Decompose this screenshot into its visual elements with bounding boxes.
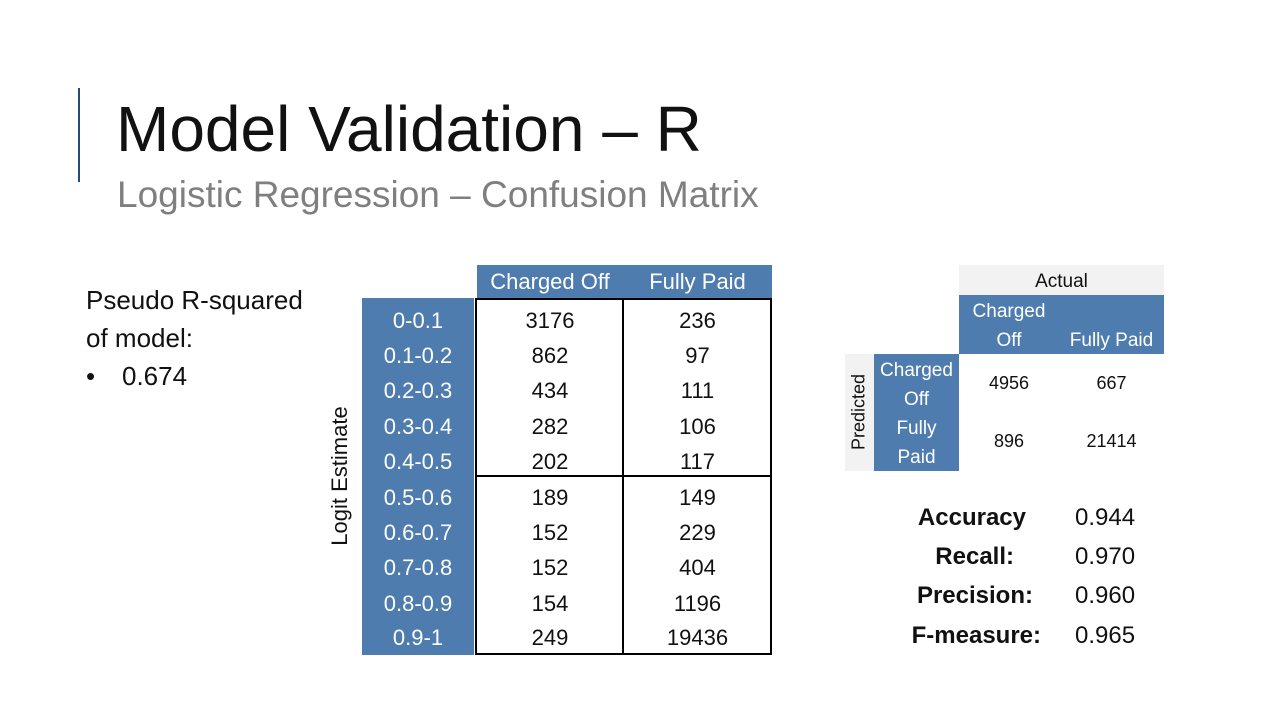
row-label: 0.3-0.4 bbox=[383, 414, 453, 439]
predicted-rows-background bbox=[874, 354, 959, 471]
metric-value-precision: 0.960 bbox=[1075, 582, 1136, 609]
cm-value-co-co: 4956 bbox=[988, 373, 1030, 393]
pseudo-r-value: 0.674 bbox=[122, 361, 188, 391]
cell-charged-off: 282 bbox=[531, 414, 569, 439]
cm-row-fully-paid-line2: Paid bbox=[897, 447, 936, 468]
metric-name-precision: Precision: bbox=[916, 582, 1033, 609]
slide-subtitle: Logistic Regression – Confusion Matrix bbox=[117, 174, 759, 215]
cm-col-charged-off-line1: Charged bbox=[972, 301, 1046, 322]
pseudo-r-line-1: Pseudo R-squared bbox=[86, 285, 303, 315]
cm-col-fully-paid: Fully Paid bbox=[1069, 330, 1154, 351]
cell-fully-paid: 404 bbox=[679, 555, 716, 580]
col-header-charged-off: Charged Off bbox=[477, 265, 623, 298]
pseudo-r-line-2: of model: bbox=[86, 323, 193, 353]
cell-fully-paid: 236 bbox=[679, 308, 716, 333]
cell-charged-off: 3176 bbox=[525, 308, 575, 333]
row-label: 0-0.1 bbox=[392, 308, 444, 333]
cell-fully-paid: 229 bbox=[679, 520, 716, 545]
cell-charged-off: 154 bbox=[531, 591, 569, 616]
metric-name-recall: Recall: bbox=[935, 543, 1014, 570]
cm-row-charged-off-line2: Off bbox=[904, 389, 929, 410]
metric-value-accuracy: 0.944 bbox=[1075, 504, 1136, 531]
col-header-fully-paid: Fully Paid bbox=[623, 265, 772, 298]
cell-fully-paid: 97 bbox=[685, 343, 710, 368]
slide-title: Model Validation – R bbox=[116, 93, 702, 165]
cell-charged-off: 152 bbox=[531, 555, 569, 580]
cm-row-charged-off-line1: Charged bbox=[880, 360, 953, 381]
row-labels-background bbox=[362, 298, 474, 655]
cm-col-charged-off-line2: Off bbox=[996, 330, 1022, 351]
cm-value-fp-fp: 21414 bbox=[1086, 431, 1137, 451]
row-label: 0.9-1 bbox=[392, 625, 444, 650]
row-label: 0.1-0.2 bbox=[383, 343, 453, 368]
cm-value-fp-co: 896 bbox=[993, 431, 1025, 451]
cell-fully-paid: 149 bbox=[679, 485, 716, 510]
cell-charged-off: 434 bbox=[531, 378, 569, 403]
row-label: 0.5-0.6 bbox=[383, 485, 453, 510]
cell-charged-off: 189 bbox=[531, 485, 569, 510]
cell-fully-paid: 117 bbox=[679, 449, 716, 474]
actual-columns-background bbox=[959, 295, 1164, 354]
logit-axis-label: Logit Estimate bbox=[327, 406, 352, 546]
row-label: 0.7-0.8 bbox=[383, 555, 453, 580]
cell-box-fully-paid-bottom bbox=[622, 475, 772, 655]
row-label: 0.8-0.9 bbox=[383, 591, 453, 616]
cell-charged-off: 862 bbox=[531, 343, 569, 368]
predicted-label: Predicted bbox=[848, 373, 869, 451]
metric-name-f-measure: F-measure: bbox=[911, 622, 1041, 649]
bullet-icon: • bbox=[86, 361, 96, 391]
metric-value-f-measure: 0.965 bbox=[1075, 622, 1136, 649]
metric-value-recall: 0.970 bbox=[1075, 543, 1136, 570]
cm-row-fully-paid-line1: Fully bbox=[896, 418, 937, 439]
pseudo-r-bullet-item: • 0.674 bbox=[86, 357, 303, 395]
row-label: 0.2-0.3 bbox=[383, 378, 453, 403]
metric-name-accuracy: Accuracy bbox=[917, 504, 1026, 531]
row-label: 0.6-0.7 bbox=[383, 520, 453, 545]
cell-charged-off: 202 bbox=[531, 449, 569, 474]
cell-fully-paid: 1196 bbox=[673, 591, 722, 616]
cm-value-co-fp: 667 bbox=[1096, 373, 1127, 393]
cell-fully-paid: 19436 bbox=[666, 625, 729, 650]
cell-fully-paid: 111 bbox=[680, 378, 715, 403]
title-accent-bar bbox=[78, 88, 80, 182]
cell-fully-paid: 106 bbox=[679, 414, 716, 439]
cell-charged-off: 152 bbox=[531, 520, 569, 545]
row-label: 0.4-0.5 bbox=[383, 449, 453, 474]
cell-charged-off: 249 bbox=[531, 625, 569, 650]
predicted-label-background bbox=[845, 354, 874, 471]
actual-header: Actual bbox=[959, 265, 1164, 295]
pseudo-r-squared-block: Pseudo R-squared of model: • 0.674 bbox=[86, 281, 303, 395]
